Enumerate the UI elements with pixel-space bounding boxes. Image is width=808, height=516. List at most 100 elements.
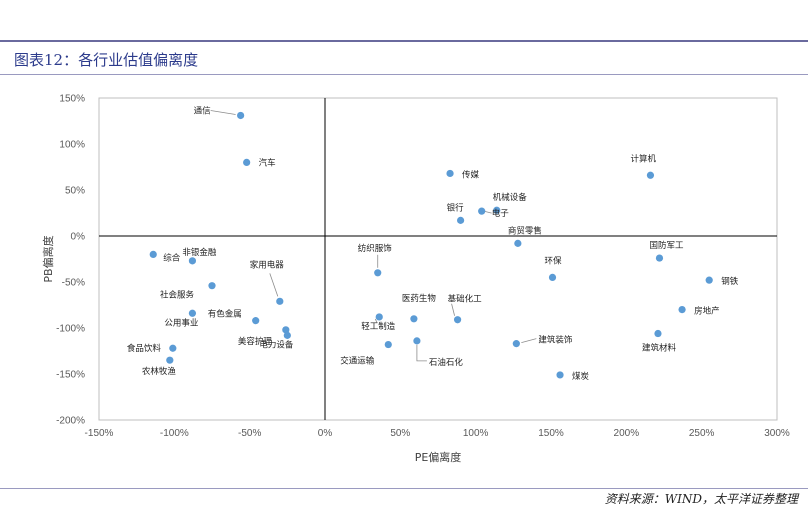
data-point — [237, 111, 245, 120]
x-tick-label: 0% — [318, 428, 333, 439]
header-bottom-rule — [0, 74, 808, 75]
leader-line — [374, 318, 378, 324]
x-tick-label: 250% — [689, 428, 715, 439]
data-point — [655, 254, 664, 262]
y-tick-label: -150% — [56, 370, 85, 381]
data-point-label: 房地产 — [694, 306, 720, 317]
data-point — [654, 329, 662, 338]
x-tick-label: -150% — [85, 428, 114, 439]
data-point-label: 农林牧渔 — [142, 366, 177, 377]
data-point-label: 建筑装饰 — [538, 335, 573, 346]
x-tick-label: 100% — [463, 428, 489, 439]
data-point-label: 综合 — [163, 252, 181, 263]
x-tick-label: 50% — [390, 428, 410, 439]
data-point-label: 非银金融 — [182, 247, 217, 258]
x-tick-label: -50% — [238, 428, 261, 439]
leader-line — [521, 338, 537, 344]
data-point-label: 电子 — [492, 208, 510, 219]
x-tick-label: -100% — [160, 428, 189, 439]
data-point-label: 汽车 — [259, 157, 276, 168]
data-point-label: 电力设备 — [259, 339, 294, 350]
data-point — [169, 344, 177, 352]
data-point — [512, 340, 520, 348]
scatter-chart: -150% -100% -50% 0% 50% 100% 150% 200% 250% 300% 1… — [41, 94, 790, 465]
data-point-label: 石油石化 — [429, 357, 464, 368]
header-top-rule — [0, 40, 808, 42]
data-point — [556, 371, 564, 379]
data-point — [705, 276, 713, 284]
data-point-label: 钢铁 — [721, 276, 739, 287]
leader-line — [269, 273, 279, 297]
y-tick-label: 100% — [59, 140, 85, 151]
data-point — [493, 206, 501, 214]
data-point-label: 轻工制造 — [361, 321, 396, 332]
data-point — [208, 282, 216, 290]
data-point — [166, 356, 174, 364]
data-point — [478, 207, 486, 215]
leader-lines-layer — [210, 110, 537, 362]
data-point — [446, 169, 454, 178]
y-tick-label: -50% — [62, 278, 85, 289]
data-point-label: 纺织服饰 — [358, 243, 393, 254]
data-point — [283, 331, 291, 339]
data-point-label: 传媒 — [462, 169, 480, 180]
data-point-label: 通信 — [194, 105, 212, 116]
data-point — [374, 269, 382, 277]
y-tick-label: 50% — [65, 186, 85, 197]
data-point — [243, 158, 251, 166]
data-point-label: 有色金属 — [208, 309, 242, 320]
footer-rule — [0, 488, 808, 489]
leader-line — [210, 110, 236, 115]
data-point-label: 商贸零售 — [508, 225, 542, 236]
x-tick-label: 150% — [538, 428, 564, 439]
plot-area-border — [98, 97, 778, 421]
x-tick-label: 300% — [764, 428, 790, 439]
chart-title: 图表12：各行业估值偏离度 — [14, 51, 199, 69]
y-tick-label: -200% — [56, 416, 85, 427]
data-point — [413, 337, 421, 345]
data-point — [514, 239, 522, 247]
data-point — [646, 171, 655, 179]
data-point — [188, 257, 197, 265]
data-point — [410, 315, 418, 323]
y-axis-label: PB偏离度 — [41, 235, 55, 282]
x-axis-label: PE偏离度 — [415, 450, 462, 464]
data-point — [252, 317, 260, 325]
x-tick-label: 200% — [614, 428, 640, 439]
y-tick-label: 0% — [71, 232, 86, 243]
data-point-label: 交通运输 — [340, 356, 375, 367]
tick-labels-layer: -150% -100% -50% 0% 50% 100% 150% 200% 250% 300% 1… — [56, 94, 790, 440]
data-point-label: 美容护理 — [238, 336, 273, 347]
data-point — [375, 313, 383, 321]
data-point-label: 环保 — [545, 255, 563, 266]
data-point — [188, 309, 197, 317]
data-point-label: 社会服务 — [160, 290, 195, 301]
data-point-label: 食品饮料 — [127, 343, 162, 354]
data-point-label: 公用事业 — [164, 317, 198, 328]
data-point-label: 机械设备 — [493, 192, 528, 203]
data-point-label: 煤炭 — [572, 371, 590, 382]
y-tick-label: -100% — [56, 324, 85, 335]
source-note: 资料来源：WIND，太平洋证券整理 — [604, 492, 798, 506]
data-point — [282, 326, 290, 334]
data-point-label: 医药生物 — [402, 293, 437, 304]
data-point — [276, 297, 284, 305]
data-point — [678, 306, 686, 314]
y-tick-label: 150% — [59, 94, 85, 105]
data-point-label: 基础化工 — [448, 294, 483, 305]
data-point-label: 建筑材料 — [642, 343, 677, 354]
data-point — [149, 250, 157, 258]
data-point-label: 家用电器 — [250, 259, 285, 270]
data-point-label: 计算机 — [630, 153, 656, 164]
data-point — [457, 216, 465, 224]
axes-layer — [98, 97, 778, 421]
data-point — [453, 316, 462, 324]
points-layer — [149, 111, 713, 379]
data-point — [548, 273, 557, 281]
data-point-label: 国防军工 — [649, 240, 684, 251]
data-point-label: 银行 — [447, 202, 465, 213]
data-point — [384, 340, 392, 349]
leader-line — [416, 344, 427, 362]
leader-line — [451, 303, 455, 316]
